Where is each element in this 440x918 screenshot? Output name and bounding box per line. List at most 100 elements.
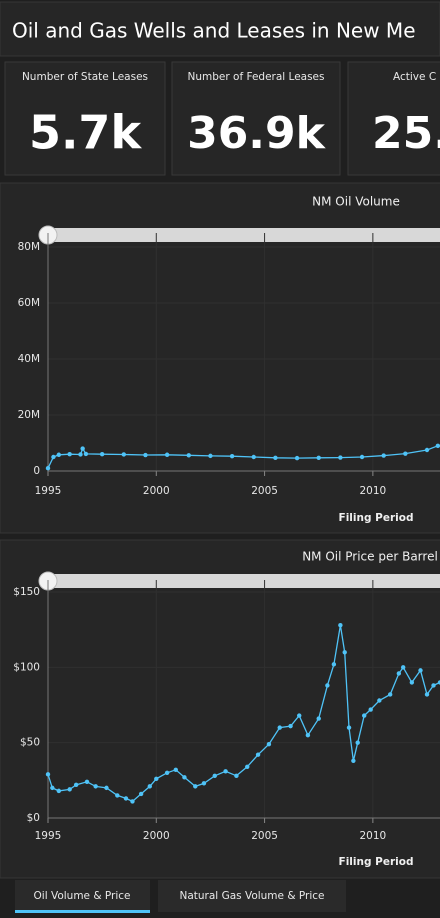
card <box>4 61 166 176</box>
data-point <box>305 732 311 738</box>
data-point <box>437 680 440 685</box>
y-tick-label: 80M <box>18 241 40 253</box>
data-point <box>173 767 178 772</box>
x-tick-label: 2010 <box>359 485 386 497</box>
data-point <box>50 785 55 791</box>
data-point <box>208 453 213 459</box>
range-slider[interactable] <box>48 574 440 588</box>
data-point <box>99 452 105 457</box>
tab[interactable] <box>158 880 346 912</box>
data-point <box>325 683 330 688</box>
x-tick-label: 1995 <box>35 830 62 842</box>
card-value: 5.7k <box>29 106 142 160</box>
plots: NM Oil Volume 0 20M 40M 60M 80M 1995 2000 2005 20… <box>13 195 440 868</box>
data-point <box>400 665 406 670</box>
data-point <box>409 680 415 685</box>
y-tick-label: 60M <box>18 297 40 309</box>
data-point <box>147 784 152 789</box>
y-tick-label: $50 <box>20 737 40 749</box>
y-tick-label: $150 <box>13 586 40 598</box>
data-point <box>182 775 187 780</box>
data-point <box>67 787 72 792</box>
card-value: 25. <box>372 108 440 159</box>
card-label: Number of Federal Leases <box>188 71 325 83</box>
data-point <box>342 650 347 655</box>
data-point <box>138 791 144 797</box>
x-axis-label: Filing Period <box>339 856 414 868</box>
data-point <box>277 725 282 730</box>
data-point <box>368 707 373 712</box>
y-tick-label: $0 <box>27 812 40 824</box>
data-point <box>266 741 272 747</box>
data-point <box>294 455 300 461</box>
data-point <box>424 447 430 453</box>
data-point <box>355 740 360 745</box>
data-point <box>234 773 239 779</box>
data-point <box>338 455 343 460</box>
header-title: Oil and Gas Wells and Leases in New Me <box>12 19 416 43</box>
chart-panel <box>0 539 440 879</box>
data-point <box>56 788 62 794</box>
card <box>347 61 440 176</box>
data-point <box>229 453 235 459</box>
data-point <box>418 668 423 673</box>
data-point <box>435 443 440 448</box>
chart-title: NM Oil Volume <box>312 195 400 209</box>
data-point <box>201 781 207 786</box>
data-point <box>186 453 191 458</box>
data-point <box>93 784 98 789</box>
data-point <box>80 446 85 451</box>
x-tick-label: 1995 <box>35 485 62 497</box>
tab-label[interactable]: Oil Volume & Price <box>34 890 131 902</box>
data-point <box>431 683 436 688</box>
data-point <box>245 764 250 769</box>
range-slider[interactable] <box>48 228 440 242</box>
data-point <box>83 451 89 457</box>
data-point <box>359 454 365 460</box>
data-point <box>387 692 393 697</box>
data-point <box>316 455 321 461</box>
x-axis-label: Filing Period <box>339 512 414 524</box>
data-point <box>115 793 120 798</box>
data-point <box>73 782 79 788</box>
data-point <box>45 466 51 471</box>
data-point <box>331 662 337 667</box>
data-point <box>377 698 382 703</box>
data-point <box>84 779 90 785</box>
tab-indicator <box>15 910 150 913</box>
data-point <box>273 455 278 461</box>
data-point <box>45 772 51 777</box>
data-point <box>316 716 321 721</box>
data-point <box>346 725 352 730</box>
data-point <box>104 785 109 791</box>
x-tick-label: 2000 <box>143 830 170 842</box>
data-point <box>212 773 217 779</box>
x-tick-label: 2005 <box>251 830 278 842</box>
card-value: 36.9k <box>187 108 327 159</box>
data-point <box>223 769 228 774</box>
data-point <box>288 723 293 729</box>
y-tick-label: $100 <box>13 661 40 673</box>
data-point <box>164 770 170 776</box>
data-point <box>251 454 256 460</box>
header-bar <box>0 1 440 57</box>
data-point <box>338 622 343 628</box>
data-point <box>51 454 56 460</box>
card <box>171 61 341 176</box>
data-point <box>297 713 302 718</box>
card-label: Active C <box>393 71 436 83</box>
tab[interactable] <box>15 880 150 912</box>
card-label: Number of State Leases <box>22 71 148 83</box>
y-tick-label: 0 <box>33 465 40 477</box>
data-point <box>121 452 127 457</box>
data-point <box>78 452 83 457</box>
data-point <box>361 713 367 718</box>
y-tick-label: 20M <box>18 409 40 421</box>
chart-title: NM Oil Price per Barrel <box>302 550 438 564</box>
tab-label[interactable]: Natural Gas Volume & Price <box>180 890 325 902</box>
data-point <box>123 796 129 801</box>
data-point <box>164 452 170 457</box>
data-point <box>154 776 159 782</box>
data-point <box>351 758 356 763</box>
